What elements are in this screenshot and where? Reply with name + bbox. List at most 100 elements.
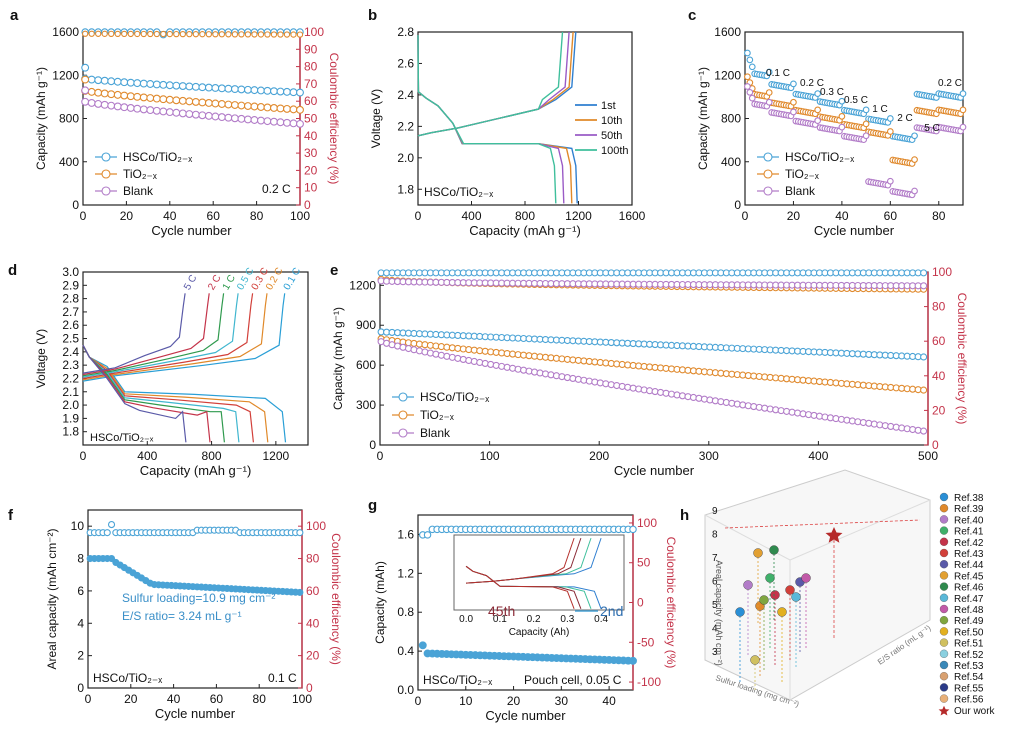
y-tick-label: 2.9: [62, 278, 79, 292]
legend-entry: Blank: [123, 184, 154, 198]
y-axis-label: Capacity (mAh g⁻¹): [34, 67, 48, 170]
x-tick-label: 40: [163, 209, 177, 223]
ce-point: [423, 531, 432, 539]
capacity-point: [159, 107, 168, 116]
legend-entry: Ref.39: [954, 504, 984, 515]
plot-frame: [417, 31, 633, 206]
capacity-point: [100, 100, 109, 109]
x-tick-label: 20: [120, 209, 134, 223]
capacity-point: [198, 111, 207, 120]
reference-point: [769, 545, 779, 555]
capacity-point: [911, 132, 918, 140]
inset-x-axis-label: Capacity (Ah): [509, 627, 570, 638]
capacity-point: [256, 103, 265, 111]
legend-entry: Ref.44: [954, 560, 984, 571]
rate-label: 0.3 C: [820, 87, 844, 98]
capacity-point: [165, 95, 174, 104]
ce-point: [212, 31, 219, 38]
legend-marker: [939, 560, 949, 569]
y-tick-label: 1600: [52, 25, 79, 39]
y-tick-label: 0.0: [397, 683, 414, 697]
ce-point: [238, 31, 245, 38]
y-tick-label: 2.2: [397, 119, 414, 133]
y-tick-label: 6: [77, 584, 84, 598]
capacity-point: [283, 87, 291, 96]
es-ratio-note: E/S ratio= 3.24 mL g⁻¹: [122, 609, 242, 623]
ce-point: [82, 30, 89, 37]
y-tick-label: 400: [721, 155, 741, 169]
capacity-point: [185, 82, 194, 91]
reference-point: [785, 585, 795, 595]
legend-entry: Ref.40: [954, 515, 984, 526]
y-axis-label: Voltage (V): [34, 329, 48, 388]
y-tick-label: 1600: [714, 25, 741, 39]
capacity-point: [217, 113, 226, 122]
y2-tick-label: 40: [306, 616, 320, 630]
discharge-curve: [417, 35, 557, 204]
y2-tick-label: -50: [637, 635, 655, 649]
legend-entry: Ref.48: [954, 605, 984, 616]
legend-entry: Ref.56: [954, 695, 984, 706]
x-tick-label: 800: [515, 209, 535, 223]
x-tick-label: 1600: [619, 209, 646, 223]
y2-tick-label: 90: [304, 42, 318, 56]
legend-marker: [939, 571, 949, 580]
capacity-point: [178, 82, 187, 90]
legend-entry: Ref.46: [954, 583, 984, 594]
capacity-point: [126, 104, 135, 112]
panel-label-d: d: [8, 262, 17, 279]
capacity-point: [790, 98, 797, 106]
ce-point: [257, 31, 265, 38]
y2-axis-label: Coulombic efficiency (%): [664, 537, 678, 669]
rate-label: 0.2 C: [938, 78, 962, 89]
capacity-point: [296, 105, 304, 114]
legend-entry: 50th: [601, 130, 622, 142]
capacity-point: [263, 117, 272, 126]
capacity-point: [629, 656, 637, 665]
y2-tick-label: 20: [306, 649, 320, 663]
legend-entry: TiO₂₋ₓ: [785, 167, 819, 181]
y-tick-label: 300: [356, 398, 376, 412]
capacity-point: [159, 80, 168, 89]
capacity-point: [838, 97, 846, 105]
legend-marker: [939, 593, 949, 602]
capacity-point: [296, 588, 304, 596]
y-tick-label: 2.6: [397, 56, 414, 70]
y-axis-label: Areal capacity (mAh cm⁻²): [45, 528, 59, 669]
capacity-point: [289, 105, 298, 114]
ce-point: [179, 30, 186, 38]
y2-tick-label: 40: [304, 129, 318, 143]
legend-star-icon: [938, 705, 950, 716]
reference-point: [753, 548, 763, 558]
y-tick-label: 0.8: [397, 605, 414, 619]
ce-point: [134, 30, 141, 38]
capacity-point: [959, 106, 967, 114]
legend-entry: HSCo/TiO₂₋ₓ: [785, 150, 854, 164]
y-tick-label: 2.3: [62, 358, 79, 372]
x-tick-label: 20: [787, 209, 801, 223]
capacity-point: [185, 97, 194, 106]
ce-point: [296, 529, 304, 537]
y2-tick-label: 100: [637, 516, 657, 530]
legend-marker: [939, 649, 949, 658]
x-tick-label: 60: [884, 209, 898, 223]
rate-label: 2 C: [206, 273, 223, 292]
capacity-point: [224, 100, 233, 109]
x-tick-label: 200: [589, 449, 609, 463]
capacity-point: [862, 120, 870, 128]
legend-entry: Blank: [420, 426, 451, 440]
charge-curve: [82, 293, 210, 376]
inset-x-tick-label: 0.3: [560, 614, 574, 625]
cycle-45th-label: 45th: [488, 603, 515, 619]
drop-line: [724, 519, 921, 529]
x-tick-label: 500: [918, 449, 938, 463]
inset-discharge: [465, 565, 575, 609]
cycle-2nd-label: 2nd: [600, 603, 623, 619]
legend-entry: Ref.50: [954, 627, 984, 638]
capacity-point: [152, 80, 161, 89]
legend-marker: [398, 428, 408, 438]
x-tick-label: 40: [835, 209, 849, 223]
capacity-point: [204, 99, 213, 107]
capacity-point: [165, 81, 174, 90]
capacity-point: [113, 77, 122, 86]
